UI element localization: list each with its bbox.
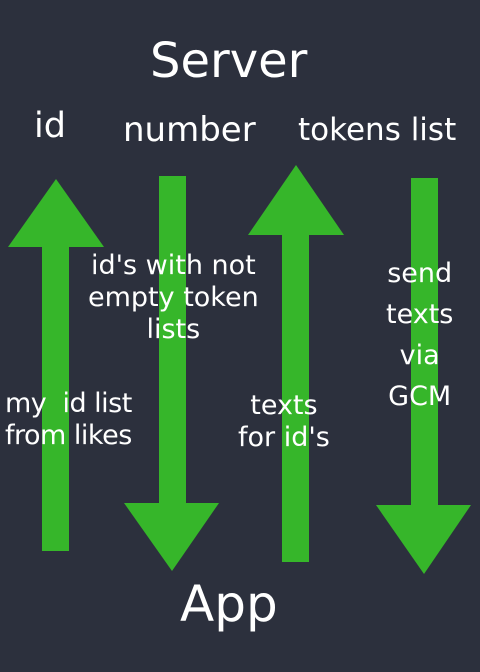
arrow-up-id-list xyxy=(8,179,104,551)
label-id-list-from-likes: my id list from likes xyxy=(5,388,132,451)
label-texts-for-ids: texts for id's xyxy=(238,390,330,453)
label-send-texts-via-gcm: send texts via GCM xyxy=(386,258,454,413)
arrow-up-texts xyxy=(248,165,344,562)
label-ids-with-tokens: id's with not empty token lists xyxy=(88,250,259,345)
app-label: App xyxy=(180,575,278,633)
column-label-tokens-list: tokens list xyxy=(298,112,457,148)
server-label: Server xyxy=(150,33,308,89)
column-label-id: id xyxy=(34,106,66,146)
column-label-number: number xyxy=(123,110,256,150)
arrow-down-number xyxy=(124,176,219,571)
arrow-down-gcm xyxy=(376,178,471,574)
